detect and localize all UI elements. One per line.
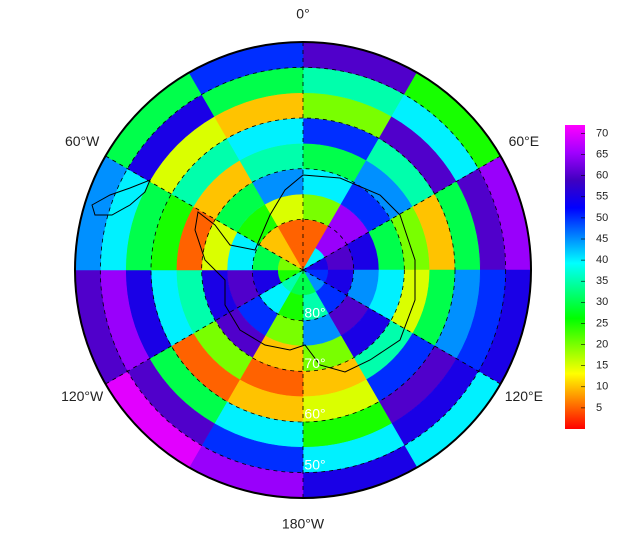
graticule	[74, 41, 532, 499]
colorbar-tick-label: 60	[596, 170, 608, 182]
latitude-line	[201, 168, 405, 372]
longitude-label: 180°W	[282, 516, 325, 532]
latitude-label: 60°	[304, 406, 325, 422]
meridian-line	[302, 155, 501, 271]
colorbar-scale	[565, 125, 585, 429]
colorbar-tick-label: 55	[596, 191, 608, 203]
longitude-label: 120°W	[61, 388, 104, 404]
colorbar-tick-label: 30	[596, 296, 608, 308]
longitude-label: 120°E	[505, 388, 543, 404]
latitude-label: 50°	[304, 456, 325, 472]
heatmap	[74, 41, 532, 499]
colorbar-tick-label: 65	[596, 148, 608, 160]
meridian-line	[105, 155, 304, 271]
labels: 80° 70° 60° 50° 0° 60°E 120°E 180°W 120°W 60°W	[61, 6, 543, 532]
latitude-line	[251, 218, 355, 322]
colorbar-tick-label: 10	[596, 381, 608, 393]
colorbar-tick-label: 15	[596, 360, 608, 372]
longitude-label: 60°W	[65, 133, 100, 149]
colorbar-tick-label: 5	[596, 402, 602, 414]
colorbar-tick-label: 35	[596, 275, 608, 287]
colorbar-tick-label: 70	[596, 127, 608, 139]
coastline-south-america	[91, 179, 151, 216]
meridian-line	[105, 269, 304, 385]
colorbar: 5 10 15 20 25 30 35 40 45 50 55 60 65 70	[565, 125, 608, 429]
longitude-label: 60°E	[509, 133, 540, 149]
colorbar-tick-label: 50	[596, 212, 608, 224]
meridian-line	[302, 269, 501, 385]
colorbar-tick-label: 25	[596, 317, 608, 329]
latitude-label: 70°	[304, 355, 325, 371]
colorbar-tick-label: 20	[596, 338, 608, 350]
colorbar-tick-label: 45	[596, 233, 608, 245]
colorbar-tick-label: 40	[596, 254, 608, 266]
longitude-label: 0°	[296, 6, 309, 22]
coastline-antarctica	[194, 174, 416, 373]
latitude-label: 80°	[304, 304, 325, 320]
